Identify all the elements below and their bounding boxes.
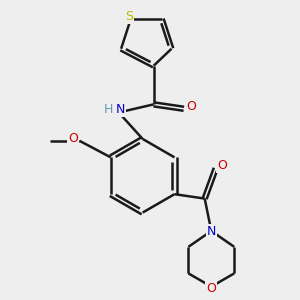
Text: N: N xyxy=(207,225,216,238)
Text: O: O xyxy=(217,159,227,172)
Text: O: O xyxy=(206,282,216,295)
Text: H: H xyxy=(104,103,113,116)
Text: O: O xyxy=(68,133,78,146)
Text: O: O xyxy=(206,282,216,295)
Text: O: O xyxy=(68,133,78,146)
Text: N: N xyxy=(207,225,216,238)
Text: H: H xyxy=(104,104,112,115)
Text: S: S xyxy=(125,11,133,23)
Text: N: N xyxy=(116,103,125,116)
Text: O: O xyxy=(186,100,196,113)
Text: S: S xyxy=(125,11,133,23)
Text: O: O xyxy=(186,100,196,113)
Text: O: O xyxy=(217,159,227,172)
Text: N: N xyxy=(116,103,125,116)
